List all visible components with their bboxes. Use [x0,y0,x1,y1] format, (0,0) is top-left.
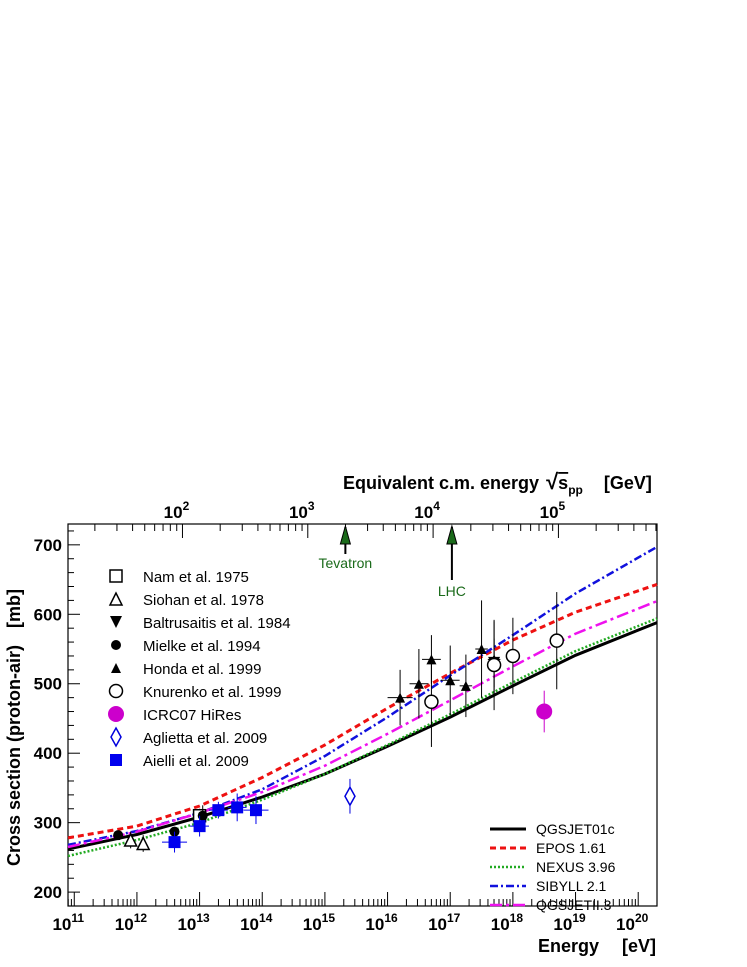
data-point-icrc07-hires [536,703,553,720]
y-tick-label: 300 [34,814,62,833]
data-point-aglietta-et-al-2009 [344,785,356,807]
legend-entry: QGSJET01c [490,821,615,837]
x-tick-label: 1014 [240,911,273,934]
legend-marker [110,726,122,748]
top-tick-label: 103 [289,499,315,522]
legend-label: Aielli et al. 2009 [143,753,249,770]
model-curve-epos-1-61 [67,582,658,840]
legend-marker [108,706,124,722]
legend-entry: Nam et al. 1975 [109,569,249,586]
legend-label: Honda et al. 1999 [143,661,261,678]
legend-entry: Aielli et al. 2009 [110,753,249,770]
data-point-aielli-et-al-2009 [212,804,225,817]
legend-label: Knurenko et al. 1999 [143,684,281,701]
legend-entry: SIBYLL 2.1 [490,878,607,894]
model-curve-qgsjetii-3 [67,599,658,849]
data-point-knurenko-et-al-1999 [486,657,502,673]
top-axis-label: Equivalent c.m. energy √spp [GeV] [343,469,652,498]
annotation-lhc-label: LHC [438,583,466,599]
legend-marker [110,616,122,628]
legend-entry: QGSJETII.3 [490,897,612,913]
y-tick-label: 200 [34,883,62,902]
legend-entry: Knurenko et al. 1999 [108,683,281,701]
legend-entry: NEXUS 3.96 [490,859,616,875]
data-point-mielke-et-al-1994 [113,830,124,841]
x-tick-label: 1015 [303,911,336,934]
legend-label: NEXUS 3.96 [536,859,616,875]
x-tick-label: 1018 [491,911,524,934]
data-point-honda-et-al-1999 [445,675,456,686]
x-tick-label: 1013 [177,911,210,934]
data-point-honda-et-al-1999 [476,644,487,655]
data-point-aielli-et-al-2009 [168,836,181,849]
model-curve-nexus-3-96 [67,617,658,858]
y-axis-label: Cross section (proton-air) [mb] [4,589,24,866]
y-tick-label: 700 [34,536,62,555]
data-point-siohan-et-al-1978 [135,835,151,851]
annotation-tevatron-label: Tevatron [319,555,373,571]
legend-entry: Mielke et al. 1994 [111,638,261,655]
x-axis-unit: [eV] [622,936,656,956]
data-point-aielli-et-al-2009 [249,804,262,817]
annotation-tevatron-arrow [339,524,352,554]
x-tick-label: 1016 [365,911,398,934]
legend-label: QGSJETII.3 [536,897,612,913]
legend-marker [108,683,124,699]
data-point-honda-et-al-1999 [413,678,424,689]
top-tick-label: 102 [164,499,190,522]
legend-marker [111,640,121,650]
x-tick-label: 1019 [553,911,586,934]
data-point-knurenko-et-al-1999 [424,694,439,710]
legend-entry: Honda et al. 1999 [111,661,261,678]
x-tick-label: 1011 [52,911,84,934]
legend-entry: ICRC07 HiRes [108,706,241,724]
x-tick-label: 1012 [115,911,148,934]
legend-label: Nam et al. 1975 [143,569,249,586]
legend-label: Aglietta et al. 2009 [143,730,267,747]
x-tick-label: 1020 [616,911,649,934]
data-point-honda-et-al-1999 [395,692,406,703]
annotation-lhc-arrow [446,524,458,580]
y-tick-label: 600 [34,605,62,624]
legend-label: QGSJET01c [536,821,615,837]
y-tick-label: 500 [34,675,62,694]
top-tick-label: 105 [540,499,566,522]
legend-label: EPOS 1.61 [536,840,606,856]
data-point-siohan-et-al-1978 [123,832,138,847]
legend-label: Mielke et al. 1994 [143,638,261,655]
legend-label: ICRC07 HiRes [143,707,241,724]
x-axis-label: Energy [538,936,599,956]
data-point-aielli-et-al-2009 [231,801,244,814]
legend-marker [111,663,121,673]
top-tick-label: 104 [414,499,440,522]
y-tick-label: 400 [34,744,62,763]
legend-label: Siohan et al. 1978 [143,592,264,609]
legend-marker [108,591,124,606]
x-tick-label: 1017 [428,911,461,934]
legend-label: SIBYLL 2.1 [536,878,607,894]
data-point-knurenko-et-al-1999 [549,633,564,648]
data-point-knurenko-et-al-1999 [505,648,521,664]
legend-label: Baltrusaitis et al. 1984 [143,615,291,632]
legend-marker [109,569,123,583]
data-point-mielke-et-al-1994 [197,810,208,821]
legend-entry: Baltrusaitis et al. 1984 [110,615,291,632]
legend-entry: Siohan et al. 1978 [108,591,264,609]
legend-marker [110,754,122,766]
legend-entry: Aglietta et al. 2009 [110,726,267,748]
data-point-aielli-et-al-2009 [193,820,206,833]
data-point-honda-et-al-1999 [460,680,471,691]
legend-entry: EPOS 1.61 [490,840,606,856]
